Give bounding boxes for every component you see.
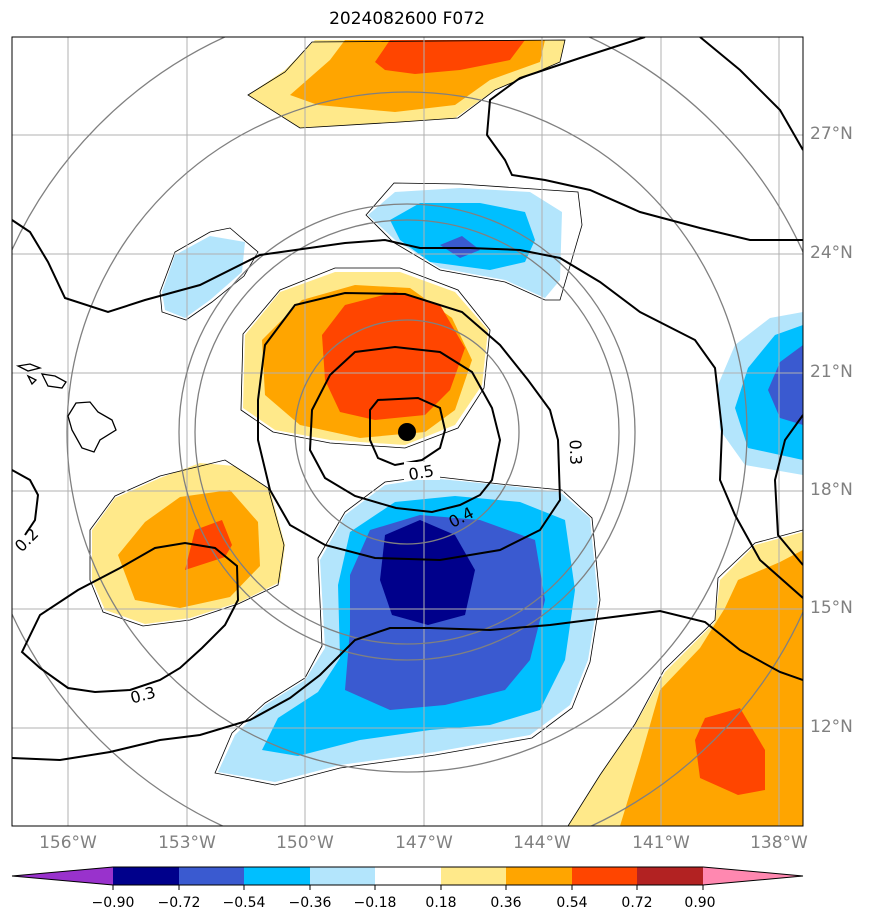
lat-label-12n: 12°N: [810, 717, 853, 737]
thick-contour-lines: [12, 37, 803, 762]
lat-label-21n: 21°N: [810, 362, 853, 382]
colorbar-extend-low: [12, 867, 113, 885]
negative-anomaly-northwest: [162, 236, 245, 318]
lat-label-18n: 18°N: [810, 480, 853, 500]
lon-label-138w: 138°W: [750, 833, 808, 853]
lat-label-15n: 15°N: [810, 598, 853, 618]
graticule-lines: [12, 37, 803, 826]
colorbar-tick-label: −0.72: [157, 895, 201, 911]
lat-label-27n: 27°N: [810, 124, 853, 144]
map-frame: [11, 36, 804, 827]
colorbar-tick-label: 0.54: [556, 895, 588, 911]
colorbar-tick-label: 0.36: [490, 895, 522, 911]
contour-label-0.3-east: 0.3: [566, 439, 586, 465]
colorbar-tick-label: −0.90: [91, 895, 135, 911]
colorbar-tick-label: 0.90: [684, 895, 716, 911]
colorbar-extend-high: [703, 867, 803, 885]
colorbar-tick-label: −0.36: [288, 895, 332, 911]
lon-label-153w: 153°W: [158, 833, 216, 853]
map-panel: 0.5 0.4 0.3 0.3 0.2: [12, 37, 803, 826]
lon-label-144w: 144°W: [513, 833, 571, 853]
colorbar: [11, 866, 804, 890]
colorbar-tick-label: 0.72: [621, 895, 653, 911]
lat-label-24n: 24°N: [810, 243, 853, 263]
map-title: 2024082600 F072: [329, 9, 485, 29]
colorbar-tick-label: 0.18: [425, 895, 457, 911]
colorbar-tick-label: −0.54: [222, 895, 266, 911]
lon-label-156w: 156°W: [39, 833, 97, 853]
range-rings: [12, 37, 803, 826]
coastline-hawaii: [15, 363, 117, 453]
contour-label-0.5: 0.5: [407, 461, 435, 484]
lon-label-141w: 141°W: [632, 833, 690, 853]
lon-label-147w: 147°W: [395, 833, 453, 853]
colorbar-tick-label: −0.18: [353, 895, 397, 911]
lon-label-150w: 150°W: [276, 833, 334, 853]
storm-center-marker: [398, 423, 416, 441]
